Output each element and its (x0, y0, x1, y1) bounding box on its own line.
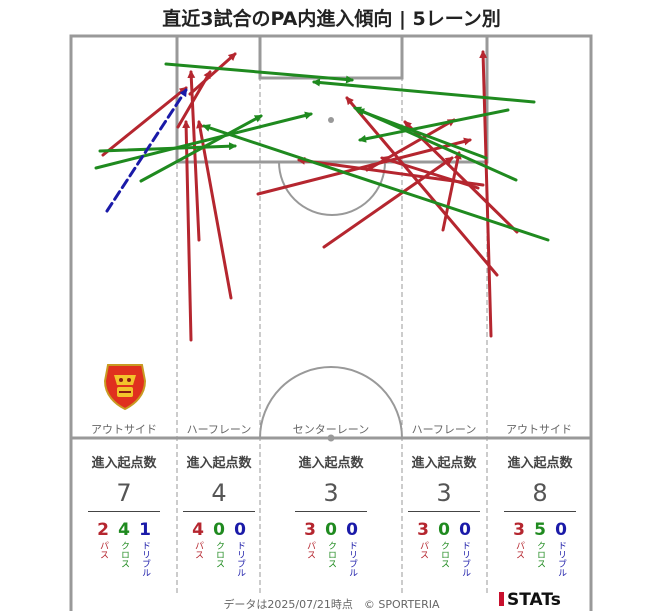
cross-arrow (98, 142, 237, 153)
entry-total: 3 (436, 479, 452, 507)
lane-label-center: センターレーン (292, 423, 370, 436)
pass-arrow (380, 155, 480, 190)
pass-arrow (479, 50, 493, 338)
pass-arrow (101, 86, 188, 157)
lane-stats-center: 進入起点数 3 3 パス 0 クロス 0 ドリブル (285, 452, 377, 577)
pass-arrow (365, 118, 456, 172)
pass-count: 3 (417, 520, 429, 540)
center-spot (327, 434, 335, 442)
lane-stats-outside-right: 進入起点数 8 3 パス 5 クロス 0 ドリブル (494, 452, 586, 577)
cross-arrow (202, 124, 550, 242)
cross-arrow (94, 111, 313, 170)
pass-count: 4 (192, 520, 204, 540)
pass-label: パス (418, 541, 428, 559)
cross-count: 4 (118, 520, 130, 540)
cross-count: 5 (534, 520, 546, 540)
cross-count: 0 (213, 520, 225, 540)
dribble-label: ドリブル (556, 541, 566, 577)
pass-arrow (345, 96, 499, 277)
cross-arrow (164, 62, 354, 84)
dribble-arrow (105, 88, 188, 213)
penalty-area (175, 34, 489, 164)
lane-label-halfspace-left: ハーフレーン (186, 423, 252, 436)
dribble-count: 0 (555, 520, 567, 540)
lane-label-outside-right: アウトサイド (506, 423, 572, 436)
dribble-count: 0 (346, 520, 358, 540)
entry-total: 7 (116, 479, 132, 507)
dribble-label: ドリブル (235, 541, 245, 577)
lane-label-outside-left: アウトサイド (91, 423, 157, 436)
stat-header: 進入起点数 (186, 456, 252, 471)
lane-stats-halfspace-right: 進入起点数 3 3 パス 0 クロス 0 ドリブル (398, 452, 490, 577)
team-crest-logo (103, 364, 147, 411)
cross-arrow (312, 78, 536, 104)
cross-count: 0 (325, 520, 337, 540)
data-source-footer: データは2025/07/21時点 © SPORTERIA (223, 598, 440, 611)
stat-header: 進入起点数 (507, 456, 573, 471)
cross-label: クロス (119, 541, 129, 568)
dribble-count: 0 (234, 520, 246, 540)
pass-count: 2 (97, 520, 109, 540)
entry-total: 3 (323, 479, 339, 507)
pass-arrow (196, 120, 233, 300)
pass-label: パス (193, 541, 203, 559)
pass-arrow (182, 120, 193, 342)
pass-arrow (187, 70, 201, 242)
chart-title: 直近3試合のPA内進入傾向 | 5レーン別 (162, 8, 501, 30)
lane-stats-outside-left: 進入起点数 7 2 パス 4 クロス 1 ドリブル (78, 452, 170, 577)
cross-label: クロス (535, 541, 545, 568)
pass-count: 3 (304, 520, 316, 540)
cross-arrow (353, 106, 518, 182)
dribble-count: 1 (139, 520, 151, 540)
cross-label: クロス (439, 541, 449, 568)
dribble-label: ドリブル (347, 541, 357, 577)
penalty-spot (328, 117, 334, 123)
pass-arrow (256, 137, 472, 196)
divider (88, 511, 160, 512)
goal-area (258, 34, 404, 80)
lane-label-halfspace-right: ハーフレーン (411, 423, 477, 436)
stat-header: 進入起点数 (298, 456, 364, 471)
divider (504, 511, 576, 512)
divider (408, 511, 480, 512)
divider (295, 511, 367, 512)
pass-label: パス (98, 541, 108, 559)
pass-label: パス (305, 541, 315, 559)
pass-label: パス (514, 541, 524, 559)
cross-arrow (139, 114, 263, 183)
stat-header: 進入起点数 (411, 456, 477, 471)
cross-label: クロス (326, 541, 336, 568)
dribble-label: ドリブル (140, 541, 150, 577)
entry-total: 8 (532, 479, 548, 507)
brand-logo: STATs (499, 590, 561, 610)
lane-stats-halfspace-left: 進入起点数 4 4 パス 0 クロス 0 ドリブル (173, 452, 265, 577)
pass-arrow (188, 52, 237, 96)
divider (183, 511, 255, 512)
center-circle (259, 366, 403, 439)
stat-header: 進入起点数 (91, 456, 157, 471)
dribble-count: 0 (459, 520, 471, 540)
cross-label: クロス (214, 541, 224, 568)
entry-total: 4 (211, 479, 227, 507)
brand-mark-icon (499, 592, 504, 606)
pass-count: 3 (513, 520, 525, 540)
brand-name: STATs (507, 590, 561, 610)
pass-arrow (441, 151, 462, 232)
cross-arrow (358, 108, 510, 143)
arrow-layer (94, 50, 550, 342)
cross-count: 0 (438, 520, 450, 540)
dribble-label: ドリブル (460, 541, 470, 577)
